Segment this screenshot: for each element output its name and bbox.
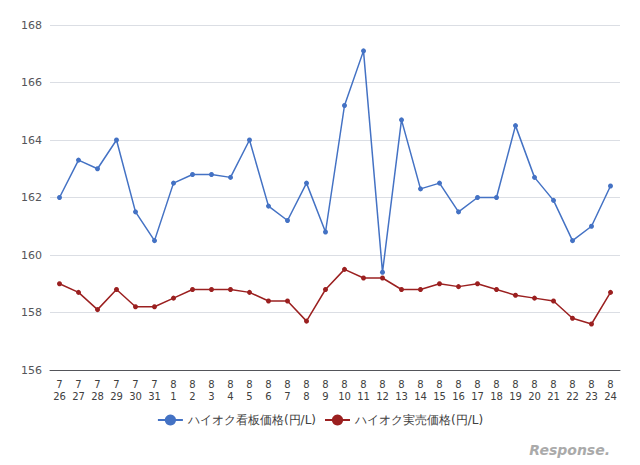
svg-text:24: 24 xyxy=(604,391,617,402)
svg-text:20: 20 xyxy=(528,391,541,402)
svg-text:31: 31 xyxy=(148,391,161,402)
svg-text:7: 7 xyxy=(284,391,290,402)
svg-text:8: 8 xyxy=(246,379,252,390)
svg-text:168: 168 xyxy=(21,19,42,32)
svg-text:ハイオク看板価格(円/L): ハイオク看板価格(円/L) xyxy=(187,413,316,427)
svg-text:8: 8 xyxy=(265,379,271,390)
svg-text:29: 29 xyxy=(110,391,123,402)
svg-text:8: 8 xyxy=(170,379,176,390)
svg-text:8: 8 xyxy=(417,379,423,390)
svg-text:16: 16 xyxy=(452,391,465,402)
svg-text:7: 7 xyxy=(75,379,81,390)
svg-text:21: 21 xyxy=(547,391,560,402)
svg-text:22: 22 xyxy=(566,391,579,402)
svg-text:3: 3 xyxy=(208,391,214,402)
svg-text:23: 23 xyxy=(585,391,598,402)
svg-text:8: 8 xyxy=(303,391,309,402)
svg-text:8: 8 xyxy=(360,379,366,390)
svg-text:158: 158 xyxy=(21,306,42,319)
svg-text:5: 5 xyxy=(246,391,252,402)
svg-text:8: 8 xyxy=(284,379,290,390)
svg-text:8: 8 xyxy=(550,379,556,390)
svg-text:8: 8 xyxy=(531,379,537,390)
svg-text:30: 30 xyxy=(129,391,142,402)
svg-text:18: 18 xyxy=(490,391,503,402)
svg-text:8: 8 xyxy=(512,379,518,390)
svg-text:8: 8 xyxy=(303,379,309,390)
svg-text:7: 7 xyxy=(94,379,100,390)
svg-text:13: 13 xyxy=(395,391,408,402)
svg-text:8: 8 xyxy=(341,379,347,390)
svg-text:8: 8 xyxy=(455,379,461,390)
svg-text:6: 6 xyxy=(265,391,271,402)
svg-text:8: 8 xyxy=(474,379,480,390)
svg-text:7: 7 xyxy=(132,379,138,390)
svg-text:7: 7 xyxy=(56,379,62,390)
svg-text:160: 160 xyxy=(21,249,42,262)
svg-text:8: 8 xyxy=(569,379,575,390)
svg-text:27: 27 xyxy=(72,391,85,402)
svg-text:26: 26 xyxy=(53,391,66,402)
svg-text:8: 8 xyxy=(379,379,385,390)
svg-text:8: 8 xyxy=(398,379,404,390)
svg-text:7: 7 xyxy=(113,379,119,390)
svg-text:12: 12 xyxy=(376,391,389,402)
svg-text:4: 4 xyxy=(227,391,233,402)
svg-text:28: 28 xyxy=(91,391,104,402)
svg-text:156: 156 xyxy=(21,364,42,377)
svg-text:166: 166 xyxy=(21,76,42,89)
svg-text:ハイオク実売価格(円/L): ハイオク実売価格(円/L) xyxy=(354,413,483,427)
svg-text:14: 14 xyxy=(414,391,427,402)
svg-text:164: 164 xyxy=(21,134,42,147)
svg-text:9: 9 xyxy=(322,391,328,402)
svg-text:7: 7 xyxy=(151,379,157,390)
svg-text:8: 8 xyxy=(607,379,613,390)
svg-text:Response.: Response. xyxy=(529,442,610,458)
svg-text:8: 8 xyxy=(208,379,214,390)
svg-text:10: 10 xyxy=(338,391,351,402)
svg-text:1: 1 xyxy=(170,391,176,402)
svg-text:162: 162 xyxy=(21,191,42,204)
svg-text:19: 19 xyxy=(509,391,522,402)
svg-text:8: 8 xyxy=(322,379,328,390)
svg-text:2: 2 xyxy=(189,391,195,402)
svg-text:11: 11 xyxy=(357,391,370,402)
svg-text:8: 8 xyxy=(493,379,499,390)
svg-text:8: 8 xyxy=(588,379,594,390)
svg-text:15: 15 xyxy=(433,391,446,402)
svg-text:17: 17 xyxy=(471,391,484,402)
svg-text:8: 8 xyxy=(189,379,195,390)
svg-text:8: 8 xyxy=(227,379,233,390)
svg-text:8: 8 xyxy=(436,379,442,390)
